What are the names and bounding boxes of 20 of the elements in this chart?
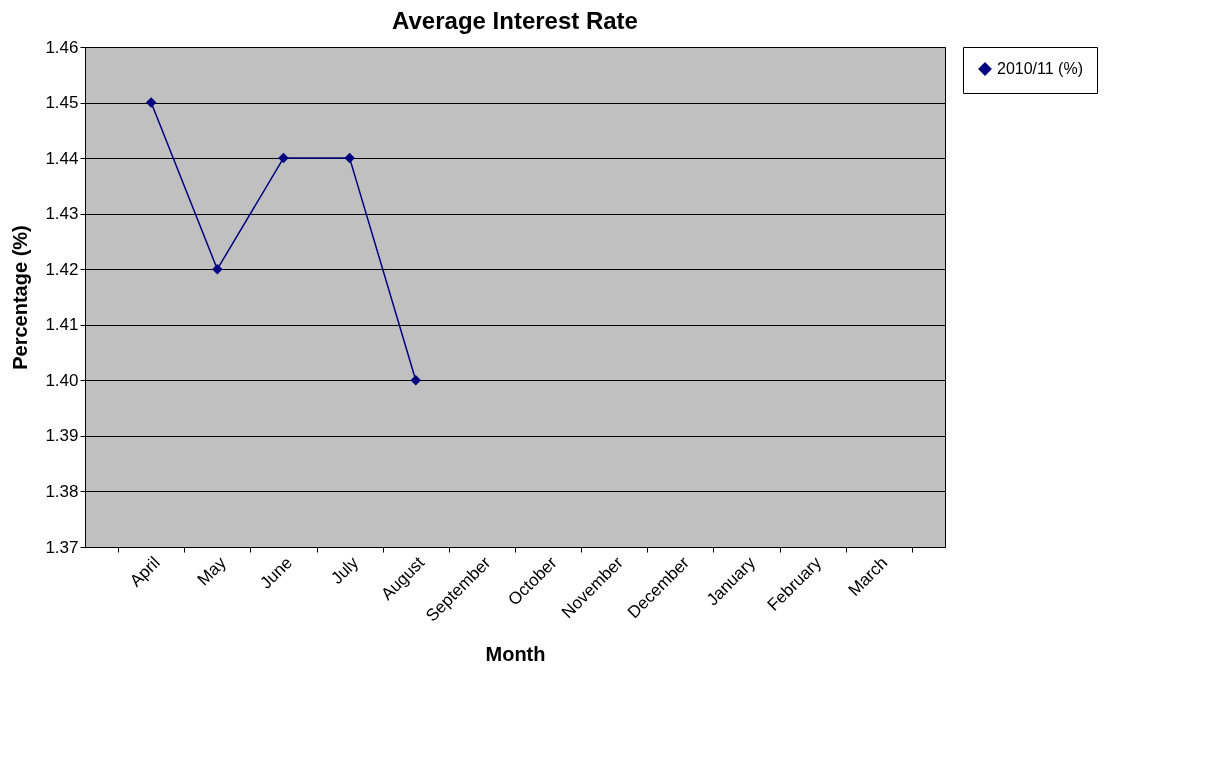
y-axis-title: Percentage (%) <box>9 225 32 370</box>
y-tick-label: 1.38 <box>45 481 79 501</box>
point <box>145 97 157 108</box>
y-tick-label: 1.46 <box>45 37 79 57</box>
y-tick-label: 1.44 <box>45 148 79 168</box>
y-tick-label: 1.42 <box>45 259 79 279</box>
y-tick-label: 1.41 <box>45 315 79 335</box>
y-tick-label: 1.43 <box>45 204 79 224</box>
x-tick-label: July <box>327 552 363 588</box>
point <box>410 375 422 386</box>
y-tick-label: 1.40 <box>45 370 79 390</box>
point <box>278 152 289 164</box>
legend-label: 2010/11 (%) <box>997 60 1083 77</box>
y-tick-label: 1.39 <box>45 426 79 446</box>
y-tick-label: 1.45 <box>45 93 79 113</box>
point <box>344 152 355 164</box>
chart-title: Average Interest Rate <box>392 7 638 34</box>
x-axis-title: Month <box>485 642 546 665</box>
point <box>212 263 223 275</box>
y-tick-label: 1.37 <box>45 537 79 557</box>
